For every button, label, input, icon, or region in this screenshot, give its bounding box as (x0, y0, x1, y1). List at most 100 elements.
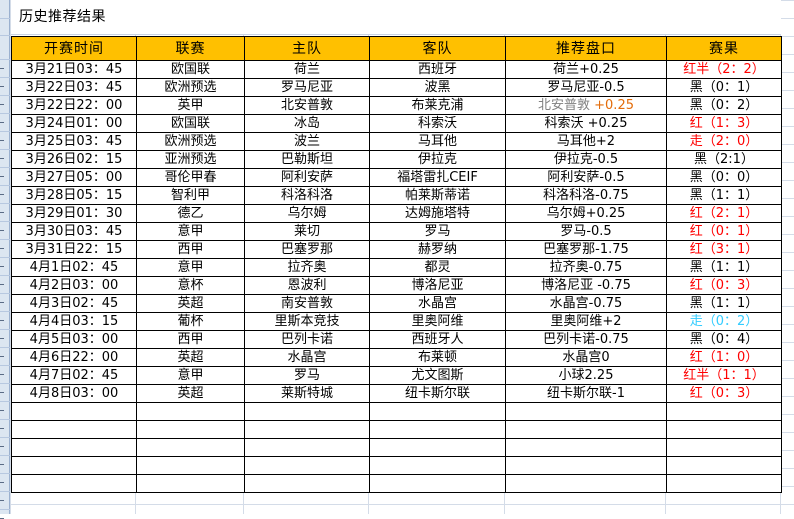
table-row[interactable]: 4月2日03：00 意杯 恩波利 博洛尼亚 博洛尼亚 -0.75 红（0：3） (11, 276, 782, 295)
cell-empty[interactable] (369, 402, 506, 421)
column-header-line[interactable]: 推荐盘口 (505, 36, 667, 61)
cell-league[interactable]: 英甲 (136, 96, 245, 115)
cell-line[interactable]: 拉齐奥-0.75 (505, 258, 667, 277)
row-header-gutter[interactable] (0, 0, 10, 519)
cell-away[interactable]: 博洛尼亚 (369, 276, 506, 295)
cell-home[interactable]: 水晶宫 (244, 348, 370, 367)
table-row[interactable]: 4月7日02：45 意甲 罗马 尤文图斯 小球2.25 红半（1：1） (11, 366, 782, 385)
table-row[interactable]: 4月4日03：15 葡杯 里斯本竞技 里奥阿维 里奥阿维+2 走（0：2） (11, 312, 782, 331)
table-row-empty[interactable] (11, 456, 782, 475)
cell-empty[interactable] (505, 456, 667, 475)
cell-time[interactable]: 4月5日03：00 (11, 330, 137, 349)
cell-away[interactable]: 里奥阿维 (369, 312, 506, 331)
cell-result[interactable]: 黑（0：4） (666, 330, 782, 349)
cell-home[interactable]: 乌尔姆 (244, 204, 370, 223)
cell-league[interactable]: 亚洲预选 (136, 150, 245, 169)
cell-away[interactable]: 赫罗纳 (369, 240, 506, 259)
cell-line[interactable]: 科索沃 +0.25 (505, 114, 667, 133)
cell-league[interactable]: 哥伦甲春 (136, 168, 245, 187)
table-row[interactable]: 3月30日03：45 意甲 莱切 罗马 罗马-0.5 红（0：1） (11, 222, 782, 241)
cell-empty[interactable] (369, 474, 506, 493)
cell-line[interactable]: 水晶宫-0.75 (505, 294, 667, 313)
table-row-empty[interactable] (11, 474, 782, 493)
cell-league[interactable]: 意甲 (136, 222, 245, 241)
cell-empty[interactable] (505, 420, 667, 439)
cell-league[interactable]: 英超 (136, 384, 245, 403)
column-header-league[interactable]: 联赛 (136, 36, 245, 61)
cell-home[interactable]: 冰岛 (244, 114, 370, 133)
cell-empty[interactable] (666, 474, 782, 493)
cell-empty[interactable] (244, 420, 370, 439)
cell-line[interactable]: 马耳他+2 (505, 132, 667, 151)
table-row[interactable]: 3月21日03：45 欧国联 荷兰 西班牙 荷兰+0.25 红半（2：2） (11, 60, 782, 79)
cell-league[interactable]: 意甲 (136, 366, 245, 385)
cell-empty[interactable] (136, 420, 245, 439)
cell-league[interactable]: 意甲 (136, 258, 245, 277)
cell-league[interactable]: 英超 (136, 294, 245, 313)
cell-empty[interactable] (244, 438, 370, 457)
column-header-time[interactable]: 开赛时间 (11, 36, 137, 61)
cell-empty[interactable] (244, 474, 370, 493)
cell-away[interactable]: 马耳他 (369, 132, 506, 151)
table-row[interactable]: 3月31日22：15 西甲 巴塞罗那 赫罗纳 巴塞罗那-1.75 红（3：1） (11, 240, 782, 259)
cell-away[interactable]: 纽卡斯尔联 (369, 384, 506, 403)
cell-away[interactable]: 波黑 (369, 78, 506, 97)
cell-time[interactable]: 3月26日02：15 (11, 150, 137, 169)
cell-home[interactable]: 罗马 (244, 366, 370, 385)
table-row-empty[interactable] (11, 402, 782, 421)
cell-time[interactable]: 3月21日03：45 (11, 60, 137, 79)
cell-home[interactable]: 莱斯特城 (244, 384, 370, 403)
cell-league[interactable]: 德乙 (136, 204, 245, 223)
cell-line[interactable]: 水晶宫0 (505, 348, 667, 367)
cell-line[interactable]: 乌尔姆+0.25 (505, 204, 667, 223)
cell-empty[interactable] (666, 438, 782, 457)
cell-result[interactable]: 黑（0：2） (666, 96, 782, 115)
cell-away[interactable]: 伊拉克 (369, 150, 506, 169)
cell-league[interactable]: 欧国联 (136, 114, 245, 133)
cell-away[interactable]: 布莱克浦 (369, 96, 506, 115)
cell-time[interactable]: 4月6日22：00 (11, 348, 137, 367)
table-row[interactable]: 3月27日05：00 哥伦甲春 阿利安萨 福塔雷扎CEIF 阿利安萨-0.5 黑（0：0） (11, 168, 782, 187)
cell-time[interactable]: 4月2日03：00 (11, 276, 137, 295)
cell-line[interactable]: 巴塞罗那-1.75 (505, 240, 667, 259)
cell-league[interactable]: 西甲 (136, 240, 245, 259)
cell-result[interactable]: 黑（2:1） (666, 150, 782, 169)
cell-away[interactable]: 西班牙人 (369, 330, 506, 349)
cell-home[interactable]: 科洛科洛 (244, 186, 370, 205)
cell-home[interactable]: 巴列卡诺 (244, 330, 370, 349)
table-row[interactable]: 4月1日02：45 意甲 拉齐奥 都灵 拉齐奥-0.75 黑（1：1） (11, 258, 782, 277)
cell-result[interactable]: 黑（1：1） (666, 186, 782, 205)
cell-home[interactable]: 莱切 (244, 222, 370, 241)
cell-away[interactable]: 达姆施塔特 (369, 204, 506, 223)
cell-result[interactable]: 红（0：3） (666, 384, 782, 403)
cell-time[interactable]: 3月28日05：15 (11, 186, 137, 205)
table-row[interactable]: 3月22日22：00 英甲 北安普敦 布莱克浦 北安普敦 +0.25 黑（0：2） (11, 96, 782, 115)
cell-time[interactable]: 3月27日05：00 (11, 168, 137, 187)
cell-empty[interactable] (136, 402, 245, 421)
cell-away[interactable]: 帕莱斯蒂诺 (369, 186, 506, 205)
table-row[interactable]: 3月29日01：30 德乙 乌尔姆 达姆施塔特 乌尔姆+0.25 红（2：1） (11, 204, 782, 223)
table-row[interactable]: 3月25日03：45 欧洲预选 波兰 马耳他 马耳他+2 走（2：0） (11, 132, 782, 151)
cell-line[interactable]: 伊拉克-0.5 (505, 150, 667, 169)
cell-league[interactable]: 智利甲 (136, 186, 245, 205)
cell-time[interactable]: 3月31日22：15 (11, 240, 137, 259)
cell-empty[interactable] (369, 438, 506, 457)
cell-time[interactable]: 3月22日22：00 (11, 96, 137, 115)
cell-empty[interactable] (244, 456, 370, 475)
cell-away[interactable]: 布莱顿 (369, 348, 506, 367)
cell-empty[interactable] (11, 438, 137, 457)
cell-home[interactable]: 阿利安萨 (244, 168, 370, 187)
column-header-away[interactable]: 客队 (369, 36, 506, 61)
table-row[interactable]: 4月8日03：00 英超 莱斯特城 纽卡斯尔联 纽卡斯尔联-1 红（0：3） (11, 384, 782, 403)
cell-time[interactable]: 4月1日02：45 (11, 258, 137, 277)
cell-time[interactable]: 3月24日01：00 (11, 114, 137, 133)
table-row[interactable]: 4月3日02：45 英超 南安普敦 水晶宫 水晶宫-0.75 黑（1：1） (11, 294, 782, 313)
column-header-result[interactable]: 赛果 (666, 36, 782, 61)
cell-league[interactable]: 欧洲预选 (136, 132, 245, 151)
cell-result[interactable]: 红（1：0） (666, 348, 782, 367)
cell-time[interactable]: 4月4日03：15 (11, 312, 137, 331)
cell-line[interactable]: 荷兰+0.25 (505, 60, 667, 79)
cell-home[interactable]: 巴塞罗那 (244, 240, 370, 259)
cell-home[interactable]: 巴勒斯坦 (244, 150, 370, 169)
cell-empty[interactable] (11, 420, 137, 439)
